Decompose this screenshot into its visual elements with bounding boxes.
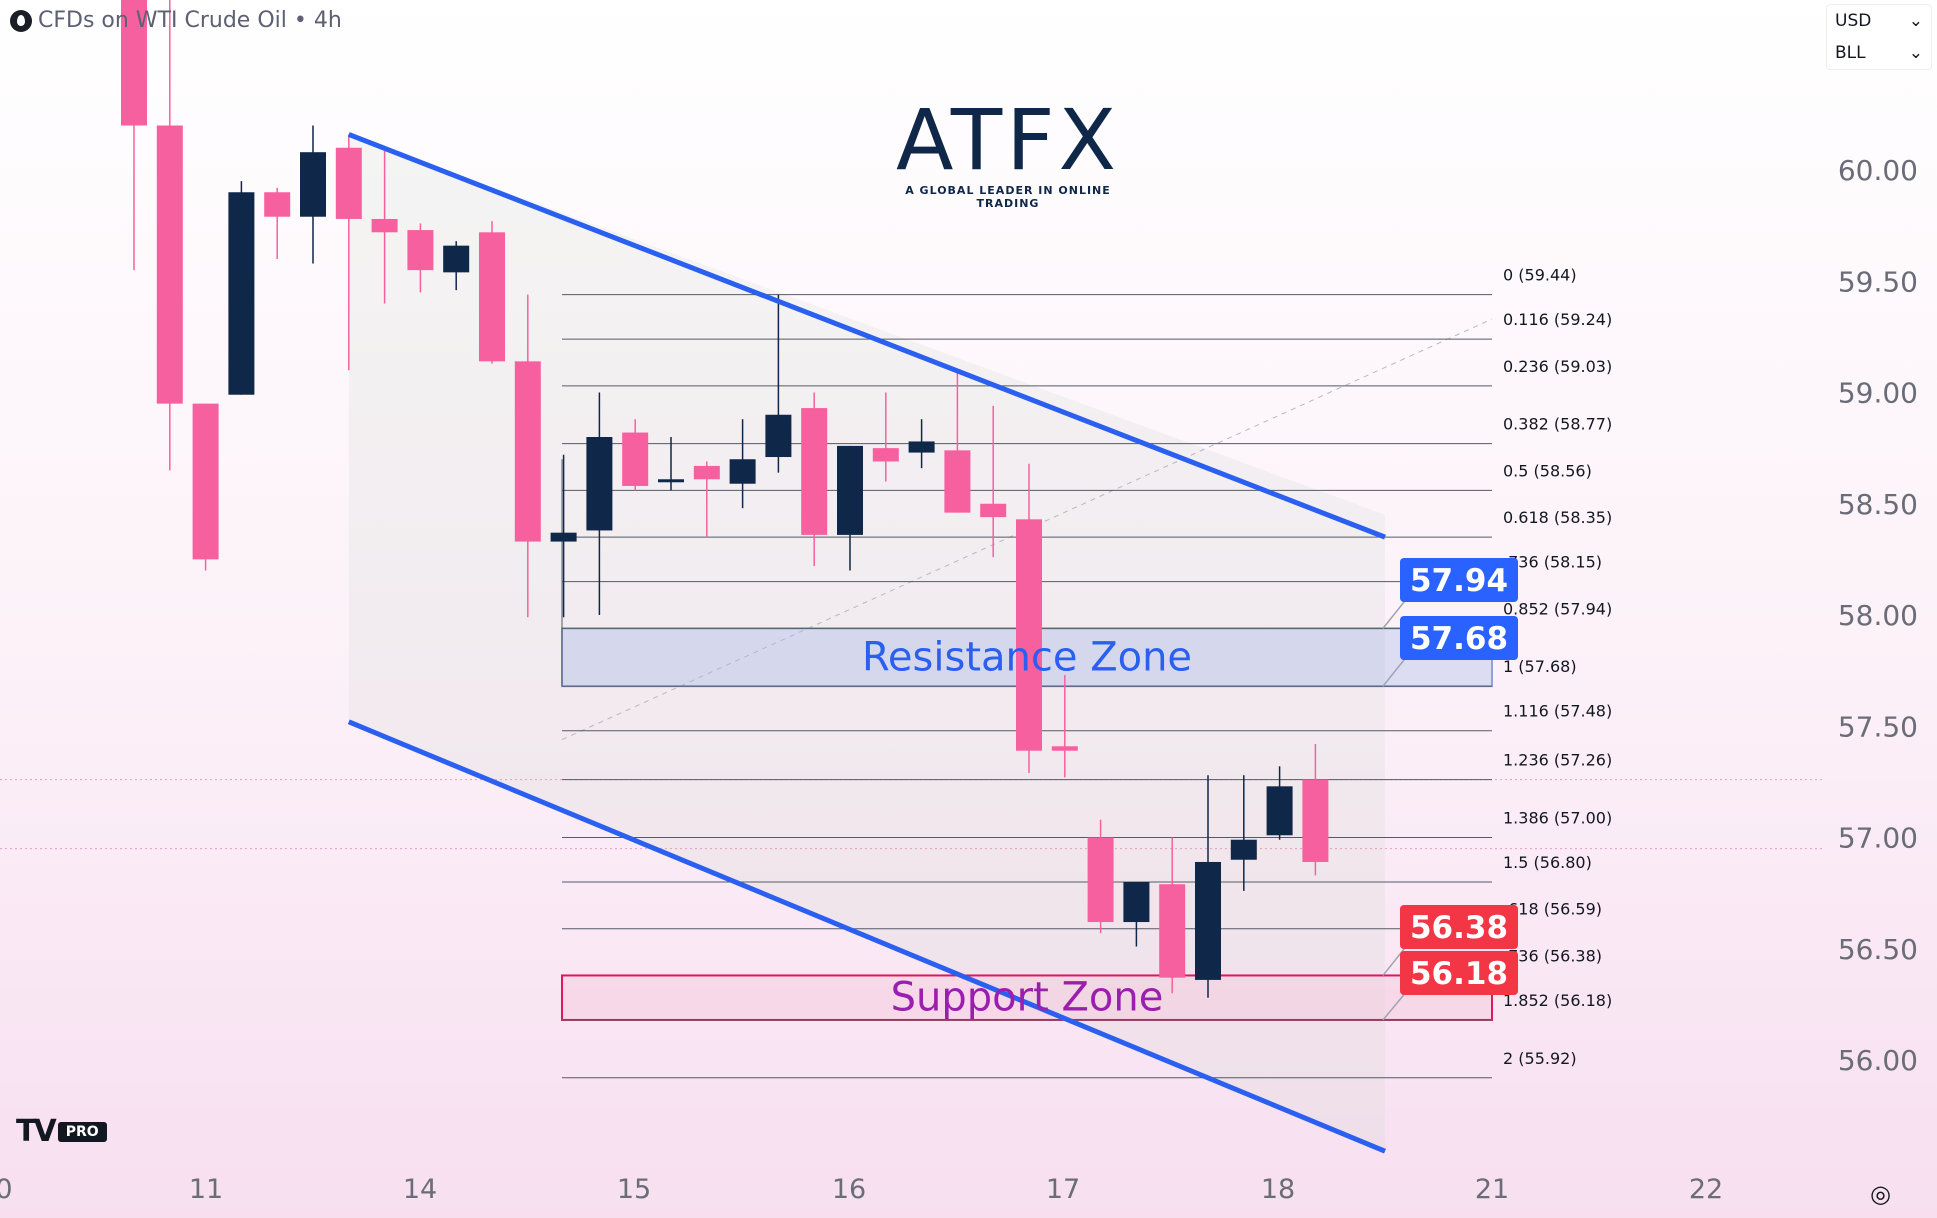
- pro-badge: PRO: [57, 1121, 107, 1142]
- fib-level-label: 0 (59.44): [1503, 266, 1577, 285]
- candle-body: [1087, 837, 1114, 923]
- fib-level-label: 1.5 (56.80): [1503, 853, 1592, 872]
- candle-body: [765, 414, 792, 458]
- price-callout-box: [1400, 905, 1518, 949]
- y-axis-tick-label: 58.00: [1838, 599, 1918, 632]
- candle-body: [443, 245, 470, 273]
- price-callout-value: 56.18: [1410, 956, 1508, 992]
- fib-level-label: 1.116 (57.48): [1503, 702, 1612, 721]
- price-callout-box: [1400, 616, 1518, 660]
- price-callout-box: [1400, 558, 1518, 602]
- candle-body: [1051, 746, 1078, 751]
- x-axis-tick-label: 17: [1046, 1174, 1080, 1205]
- candle-body: [1123, 882, 1150, 923]
- candle-body: [801, 408, 828, 535]
- candle-body: [514, 361, 541, 542]
- symbol-title[interactable]: CFDs on WTI Crude Oil • 4h: [38, 8, 342, 33]
- candle-body: [622, 432, 649, 486]
- atfx-tagline: A GLOBAL LEADER IN ONLINE TRADING: [905, 184, 1111, 210]
- fib-level-label: 1.236 (57.26): [1503, 751, 1612, 770]
- candle-body: [586, 437, 613, 531]
- oil-drop-icon: [10, 9, 32, 32]
- candle-body: [156, 125, 183, 404]
- tradingview-logo[interactable]: TV PRO: [16, 1114, 107, 1149]
- candle-body: [550, 532, 577, 542]
- x-axis-tick-label: 18: [1261, 1174, 1295, 1205]
- fib-level-label: 0.116 (59.24): [1503, 310, 1612, 329]
- y-axis-tick-label: 57.50: [1838, 710, 1918, 743]
- candle-body: [1159, 884, 1186, 978]
- price-callout-value: 56.38: [1410, 910, 1508, 946]
- x-axis-tick-label: 22: [1689, 1174, 1723, 1205]
- candle-body: [407, 230, 434, 271]
- price-callout-value: 57.94: [1410, 563, 1508, 599]
- y-axis-tick-label: 60.00: [1838, 154, 1918, 187]
- chart-header: CFDs on WTI Crude Oil • 4h: [10, 8, 342, 33]
- candle-body: [1016, 519, 1042, 751]
- y-axis-tick-label: 58.50: [1838, 488, 1918, 521]
- candle-body: [300, 152, 326, 217]
- support-zone-label: Support Zone: [891, 975, 1164, 1021]
- y-axis-tick-label: 56.50: [1838, 933, 1918, 966]
- candle-body: [944, 450, 971, 513]
- y-axis-tick-label: 59.50: [1838, 265, 1918, 298]
- candle-body: [479, 232, 505, 362]
- x-axis-tick-label: 14: [403, 1174, 437, 1205]
- fib-level-label: 1.852 (56.18): [1503, 991, 1612, 1010]
- fib-level-label: 1 (57.68): [1503, 657, 1577, 676]
- fib-level-label: 2 (55.92): [1503, 1049, 1577, 1068]
- price-callout-box: [1400, 951, 1518, 995]
- y-axis-tick-label: 57.00: [1838, 822, 1918, 855]
- candle-body: [1195, 861, 1221, 980]
- candle-body: [121, 0, 147, 126]
- currency-select[interactable]: USD ⌄: [1827, 5, 1931, 37]
- y-axis-tick-label: 59.00: [1838, 377, 1918, 410]
- candle-body: [264, 192, 291, 217]
- fib-level-label: 1.386 (57.00): [1503, 809, 1612, 828]
- fib-level-label: .736 (58.15): [1503, 553, 1602, 572]
- x-axis-tick-label: 16: [832, 1174, 866, 1205]
- candle-body: [729, 459, 756, 484]
- candle-body: [1302, 779, 1329, 862]
- candle-body: [658, 479, 684, 483]
- fib-level-label: 0.618 (58.35): [1503, 508, 1612, 527]
- candle-body: [192, 403, 219, 560]
- fib-level-label: 0.5 (58.56): [1503, 461, 1592, 480]
- chevron-down-icon: ⌄: [1908, 43, 1923, 63]
- tv-mark-icon: TV: [16, 1114, 57, 1149]
- currency-value: USD: [1835, 11, 1872, 31]
- fib-level-label: 0.382 (58.77): [1503, 415, 1612, 434]
- channel-lower-line: [347, 719, 1386, 1154]
- fib-level-label: 0.236 (59.03): [1503, 357, 1612, 376]
- candle-body: [980, 503, 1007, 518]
- candle-body: [1230, 839, 1257, 860]
- candle-body: [908, 441, 935, 453]
- x-axis-tick-label: 11: [189, 1174, 223, 1205]
- candle-body: [335, 147, 362, 219]
- candle-body: [872, 448, 899, 462]
- resistance-zone-label: Resistance Zone: [862, 634, 1192, 680]
- x-axis-tick-label: 21: [1475, 1174, 1509, 1205]
- fib-level-label: .736 (56.38): [1503, 946, 1602, 965]
- settings-icon[interactable]: ◎: [1870, 1180, 1891, 1208]
- candle-body: [371, 218, 398, 233]
- channel-upper-line: [347, 132, 1386, 540]
- atfx-watermark: ATFX A GLOBAL LEADER IN ONLINE TRADING: [888, 98, 1128, 210]
- candle-body: [1266, 786, 1293, 836]
- fib-level-label: .618 (56.59): [1503, 900, 1602, 919]
- atfx-logo: ATFX: [895, 91, 1121, 189]
- chevron-down-icon: ⌄: [1908, 11, 1923, 31]
- y-axis-tick-label: 56.00: [1838, 1044, 1918, 1077]
- fib-level-label: 0.852 (57.94): [1503, 599, 1612, 618]
- x-axis-tick-label: 0: [0, 1174, 13, 1205]
- candle-body: [837, 445, 863, 535]
- x-axis-tick-label: 15: [617, 1174, 651, 1205]
- price-callout-value: 57.68: [1410, 621, 1508, 657]
- unit-value: BLL: [1835, 43, 1866, 63]
- candle-body: [228, 192, 255, 395]
- currency-unit-selector[interactable]: USD ⌄ BLL ⌄: [1826, 4, 1932, 70]
- candle-body: [693, 465, 720, 480]
- unit-select[interactable]: BLL ⌄: [1827, 37, 1931, 69]
